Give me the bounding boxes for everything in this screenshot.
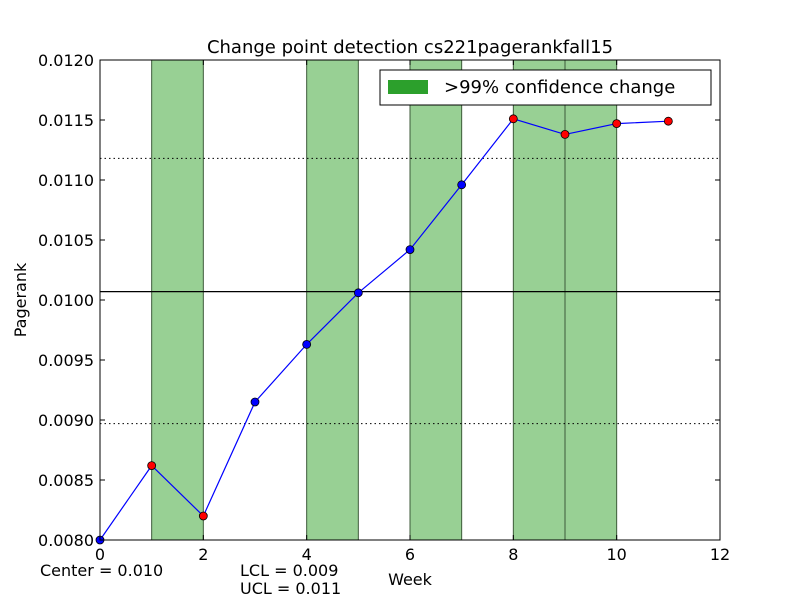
change-region: [409, 59, 463, 541]
data-point: [663, 116, 673, 126]
x-tick-label: 0: [95, 545, 105, 564]
y-tick-label: 0.0090: [38, 411, 94, 430]
x-tick-label: 8: [508, 545, 518, 564]
x-tick-label: 10: [606, 545, 626, 564]
change-region: [564, 59, 618, 541]
y-axis-label: Pagerank: [11, 262, 30, 337]
y-tick-label: 0.0115: [38, 111, 94, 130]
series-line: [99, 118, 669, 541]
change-region: [512, 59, 566, 541]
data-point: [250, 397, 260, 407]
y-tick-label: 0.0110: [38, 171, 94, 190]
data-point: [457, 180, 467, 190]
ucl-annotation: UCL = 0.011: [240, 579, 342, 598]
data-point: [302, 339, 312, 349]
data-point: [508, 114, 518, 124]
legend-swatch: [388, 80, 428, 94]
x-axis-label: Week: [388, 570, 433, 589]
y-tick-label: 0.0100: [38, 291, 94, 310]
y-tick-label: 0.0095: [38, 351, 94, 370]
x-tick-label: 4: [302, 545, 312, 564]
lcl-annotation: LCL = 0.009: [240, 561, 339, 580]
data-points: [95, 114, 673, 545]
data-point: [198, 511, 208, 521]
data-point: [405, 245, 415, 255]
y-tick-label: 0.0105: [38, 231, 94, 250]
x-tick-label: 12: [710, 545, 730, 564]
legend: >99% confidence change: [379, 69, 712, 106]
y-tick-label: 0.0085: [38, 471, 94, 490]
change-regions: [151, 59, 618, 541]
series-polyline: [99, 118, 669, 541]
x-tick-label: 2: [198, 545, 208, 564]
chart-title: Change point detection cs221pagerankfall…: [207, 37, 613, 58]
change-region: [151, 59, 204, 541]
data-point: [612, 119, 622, 128]
center-annotation: Center = 0.010: [40, 561, 164, 580]
data-point: [147, 461, 157, 471]
data-point: [353, 288, 363, 298]
legend-box: [379, 69, 712, 106]
x-tick-label: 6: [405, 545, 415, 564]
legend-label: >99% confidence change: [444, 77, 675, 98]
axis-ticks: 0 2 4 6 8 10 12 0.0080 0.0085 0.0090 0.0095 0.0100 0…: [38, 51, 730, 564]
data-point: [560, 129, 570, 139]
y-tick-label: 0.0080: [38, 531, 94, 550]
change-region: [306, 59, 359, 541]
y-tick-label: 0.0120: [38, 51, 94, 70]
control-lines: [100, 157, 720, 425]
